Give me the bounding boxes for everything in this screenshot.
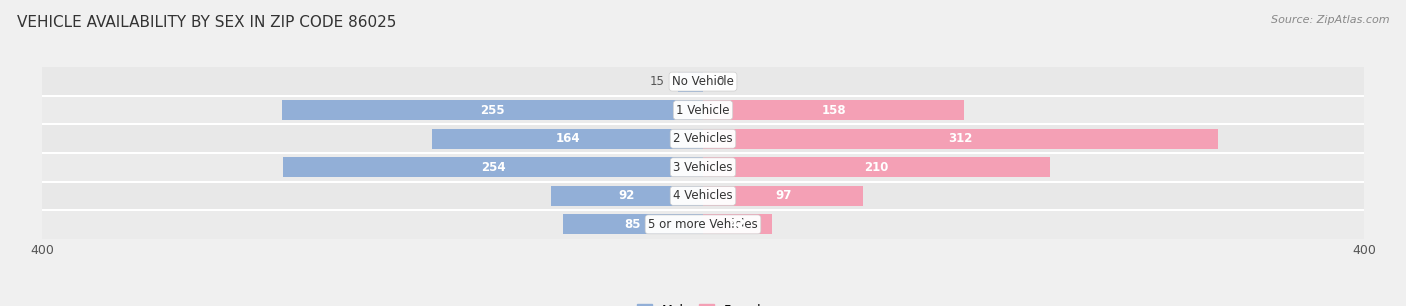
Text: 255: 255 xyxy=(479,104,505,117)
Bar xyxy=(42,153,1364,181)
Text: 1 Vehicle: 1 Vehicle xyxy=(676,104,730,117)
Text: 3 Vehicles: 3 Vehicles xyxy=(673,161,733,174)
Bar xyxy=(284,157,703,177)
Text: 254: 254 xyxy=(481,161,506,174)
Bar xyxy=(562,215,703,234)
Bar xyxy=(42,210,1364,239)
Bar xyxy=(703,215,772,234)
Text: 312: 312 xyxy=(949,132,973,145)
Bar xyxy=(551,186,703,206)
Bar xyxy=(42,125,1364,153)
Legend: Male, Female: Male, Female xyxy=(631,299,775,306)
Bar xyxy=(42,181,1364,210)
Bar xyxy=(703,129,1219,149)
Bar xyxy=(703,100,965,120)
Text: 4 Vehicles: 4 Vehicles xyxy=(673,189,733,202)
Text: No Vehicle: No Vehicle xyxy=(672,75,734,88)
Bar xyxy=(42,96,1364,125)
Text: 2 Vehicles: 2 Vehicles xyxy=(673,132,733,145)
Text: 92: 92 xyxy=(619,189,636,202)
Text: 42: 42 xyxy=(730,218,745,231)
Text: 158: 158 xyxy=(821,104,846,117)
Text: 85: 85 xyxy=(624,218,641,231)
Text: VEHICLE AVAILABILITY BY SEX IN ZIP CODE 86025: VEHICLE AVAILABILITY BY SEX IN ZIP CODE … xyxy=(17,15,396,30)
Bar xyxy=(678,72,703,91)
Bar xyxy=(42,67,1364,96)
Text: 164: 164 xyxy=(555,132,579,145)
Bar xyxy=(281,100,703,120)
Text: 0: 0 xyxy=(716,75,724,88)
Text: 15: 15 xyxy=(650,75,665,88)
Text: 97: 97 xyxy=(775,189,792,202)
Bar xyxy=(432,129,703,149)
Bar xyxy=(703,186,863,206)
Text: 5 or more Vehicles: 5 or more Vehicles xyxy=(648,218,758,231)
Bar xyxy=(703,157,1050,177)
Text: Source: ZipAtlas.com: Source: ZipAtlas.com xyxy=(1271,15,1389,25)
Text: 210: 210 xyxy=(865,161,889,174)
